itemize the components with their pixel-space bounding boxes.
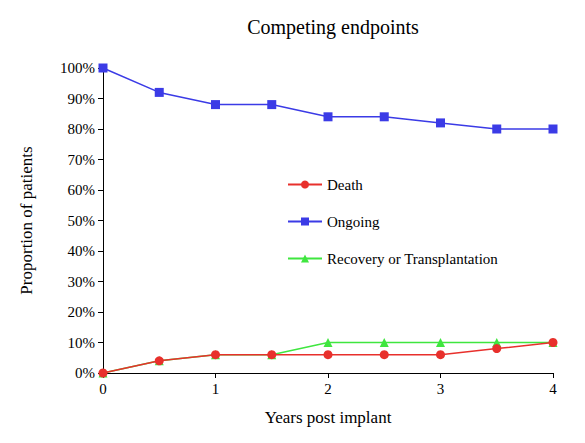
svg-text:0: 0 xyxy=(99,381,107,397)
svg-text:4: 4 xyxy=(549,381,557,397)
svg-text:10%: 10% xyxy=(68,335,96,351)
svg-text:2: 2 xyxy=(324,381,332,397)
svg-text:80%: 80% xyxy=(68,121,96,137)
svg-text:1: 1 xyxy=(212,381,220,397)
svg-text:Ongoing: Ongoing xyxy=(327,214,380,230)
svg-text:30%: 30% xyxy=(68,274,96,290)
svg-text:90%: 90% xyxy=(68,91,96,107)
svg-text:20%: 20% xyxy=(68,304,96,320)
svg-text:Recovery or Transplantation: Recovery or Transplantation xyxy=(327,251,498,267)
svg-text:100%: 100% xyxy=(60,60,95,76)
svg-text:Years post implant: Years post implant xyxy=(265,408,392,427)
svg-text:40%: 40% xyxy=(68,243,96,259)
svg-text:Competing endpoints: Competing endpoints xyxy=(247,16,419,39)
svg-text:Proportion of patients: Proportion of patients xyxy=(17,146,36,294)
svg-text:70%: 70% xyxy=(68,152,96,168)
svg-text:3: 3 xyxy=(437,381,445,397)
svg-text:Death: Death xyxy=(327,177,363,193)
svg-text:60%: 60% xyxy=(68,182,96,198)
svg-text:50%: 50% xyxy=(68,213,96,229)
svg-text:0%: 0% xyxy=(75,365,95,381)
